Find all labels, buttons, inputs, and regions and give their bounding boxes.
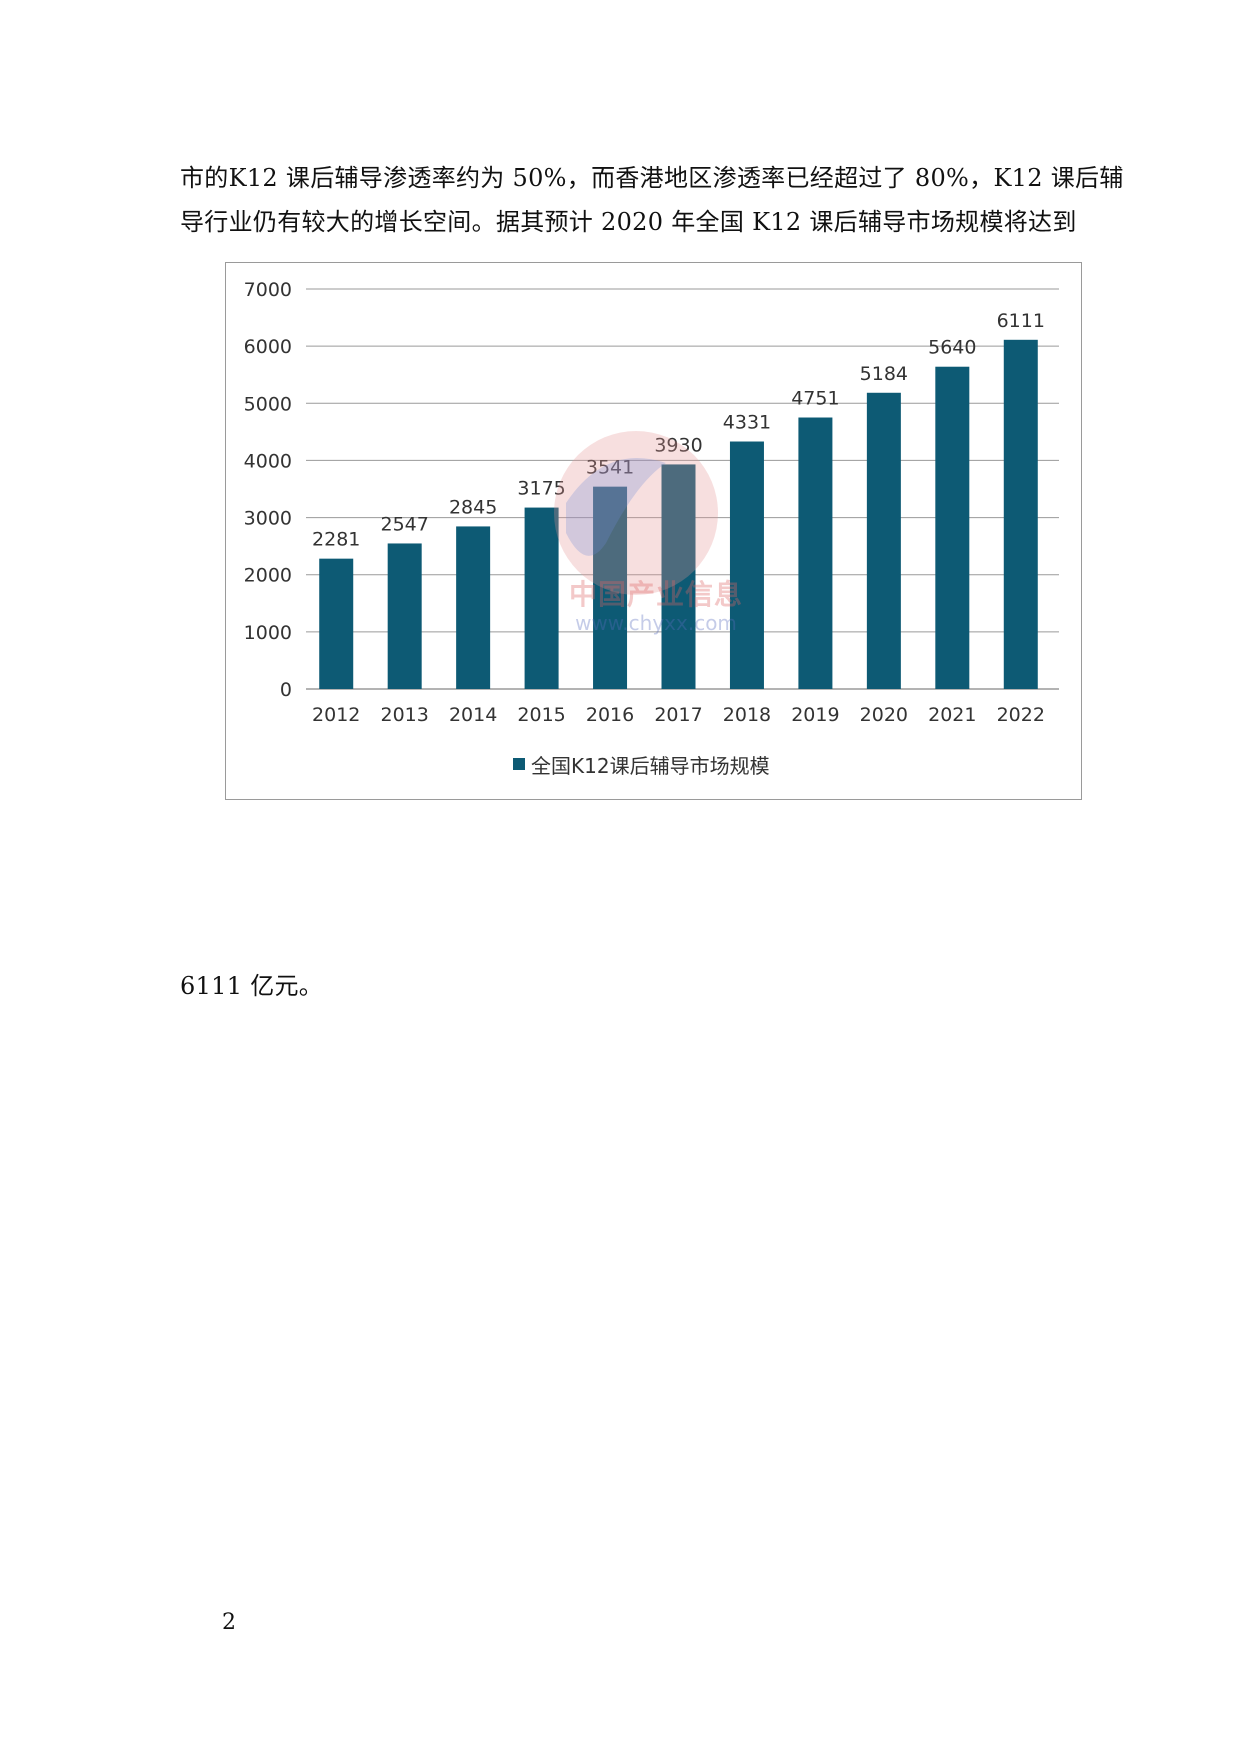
y-tick-label: 6000: [244, 336, 292, 358]
bar: [798, 417, 833, 689]
bar: [866, 392, 901, 689]
legend-label: 全国K12课后辅导市场规模: [531, 753, 770, 778]
bar: [1003, 339, 1038, 689]
data-label: 3541: [586, 457, 634, 479]
y-tick-label: 7000: [244, 279, 292, 301]
chart-frame: 0 1000 2000 3000 4000 5000 6000 7000 2281 2012 254…: [225, 262, 1082, 800]
bar: [387, 543, 422, 689]
bar: [524, 507, 559, 689]
y-tick-label: 3000: [244, 508, 292, 530]
bar-chart: 0 1000 2000 3000 4000 5000 6000 7000 2281 2012 254…: [244, 279, 1059, 726]
data-label: 2281: [312, 529, 360, 551]
y-tick-label: 2000: [244, 565, 292, 587]
y-tick-label: 5000: [244, 393, 292, 415]
data-label: 2547: [381, 513, 429, 535]
bar: [593, 486, 628, 689]
x-tick-label: 2017: [654, 704, 702, 726]
data-label: 5640: [928, 337, 976, 359]
legend-swatch: [513, 758, 525, 770]
paragraph-line-2: 导行业仍有较大的增长空间。据其预计 2020 年全国 K12 课后辅导市场规模将…: [180, 208, 1077, 236]
data-label: 4331: [723, 412, 771, 434]
data-label: 5184: [860, 363, 908, 385]
x-tick-label: 2015: [517, 704, 565, 726]
data-label: 4751: [791, 388, 839, 410]
data-label: 6111: [997, 310, 1045, 332]
y-tick-label: 0: [280, 679, 292, 701]
y-tick-label: 1000: [244, 622, 292, 644]
y-tick-label: 4000: [244, 450, 292, 472]
paragraph-line-3: 6111 亿元。: [180, 972, 324, 1000]
x-tick-label: 2014: [449, 704, 497, 726]
bar: [319, 558, 354, 689]
bar: [935, 366, 970, 689]
paragraph-line-1: 市的K12 课后辅导渗透率约为 50%，而香港地区渗透率已经超过了 80%，K1…: [180, 164, 1124, 192]
x-tick-label: 2019: [791, 704, 839, 726]
data-label: 2845: [449, 496, 497, 518]
x-tick-label: 2020: [860, 704, 908, 726]
x-tick-label: 2016: [586, 704, 634, 726]
data-label: 3175: [517, 478, 565, 500]
bar: [729, 441, 764, 689]
data-label: 3930: [654, 434, 702, 456]
x-tick-label: 2021: [928, 704, 976, 726]
bar: [456, 526, 491, 689]
chart-legend: 全国K12课后辅导市场规模: [513, 751, 770, 778]
x-tick-label: 2018: [723, 704, 771, 726]
x-tick-label: 2013: [381, 704, 429, 726]
x-tick-label: 2022: [997, 704, 1045, 726]
page-number: 2: [222, 1610, 236, 1635]
bar: [661, 464, 696, 689]
x-tick-label: 2012: [312, 704, 360, 726]
